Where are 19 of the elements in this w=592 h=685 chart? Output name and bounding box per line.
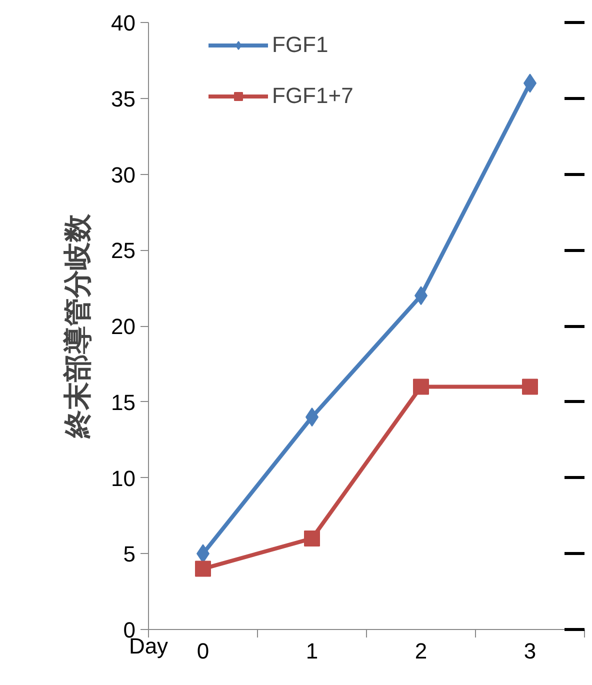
y-tick-label: 10: [111, 466, 136, 491]
y-tick-label: 40: [111, 10, 136, 36]
x-tick-label: 2: [414, 638, 428, 664]
x-tick-label: 1: [306, 638, 318, 664]
legend-label: FGF1: [272, 32, 328, 58]
x-tick-label: 3: [524, 638, 536, 664]
point: [304, 530, 320, 546]
legend-label: FGF1+7: [272, 83, 354, 109]
point: [195, 560, 211, 577]
y-tick-label: 25: [111, 238, 136, 264]
y-axis-title: 終末部導管分岐数: [61, 213, 94, 439]
point: [413, 378, 429, 395]
y-tick-label: 30: [111, 162, 136, 188]
point: [522, 378, 538, 395]
y-tick-label: 15: [111, 390, 136, 415]
y-tick-label: 20: [111, 314, 136, 339]
y-tick-label: 5: [123, 542, 136, 567]
y-tick-label: 35: [111, 86, 136, 112]
x-tick-label: 0: [196, 638, 210, 664]
